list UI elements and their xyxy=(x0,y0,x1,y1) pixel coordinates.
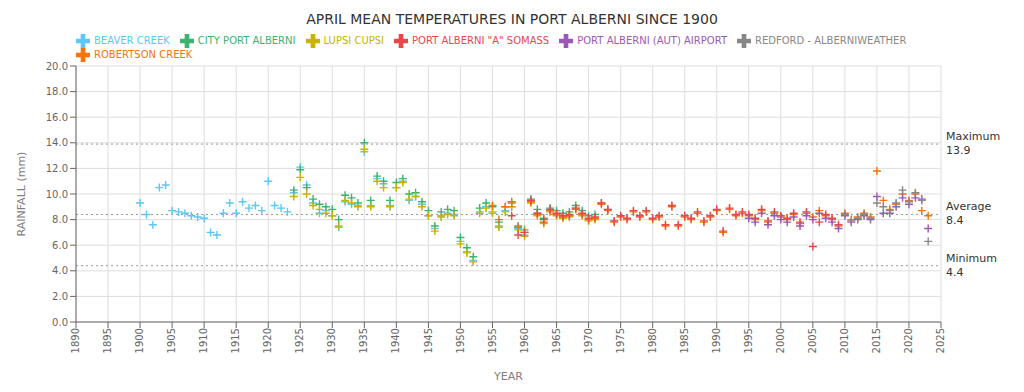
svg-text:2005: 2005 xyxy=(807,328,818,353)
svg-text:1985: 1985 xyxy=(679,328,690,353)
svg-text:10.0: 10.0 xyxy=(46,189,68,200)
svg-text:1940: 1940 xyxy=(390,328,401,353)
svg-text:1890: 1890 xyxy=(70,328,81,353)
svg-text:1960: 1960 xyxy=(519,328,530,353)
svg-text:2025: 2025 xyxy=(935,328,946,353)
svg-text:1900: 1900 xyxy=(134,328,145,353)
svg-text:4.4: 4.4 xyxy=(946,266,964,279)
svg-text:1930: 1930 xyxy=(326,328,337,353)
svg-text:1925: 1925 xyxy=(294,328,305,353)
svg-text:RAINFALL (mm): RAINFALL (mm) xyxy=(15,152,28,237)
html-text:CITY PORT ALBERNI: CITY PORT ALBERNI xyxy=(197,35,296,46)
svg-text:2.0: 2.0 xyxy=(52,291,68,302)
svg-text:8.4: 8.4 xyxy=(946,214,964,227)
html-text:ROBERTSON CREEK: ROBERTSON CREEK xyxy=(94,49,193,60)
svg-text:1945: 1945 xyxy=(423,328,434,353)
svg-text:6.0: 6.0 xyxy=(52,240,68,251)
svg-text:1895: 1895 xyxy=(102,328,113,353)
svg-text:8.0: 8.0 xyxy=(52,214,68,225)
svg-text:2020: 2020 xyxy=(903,328,914,353)
svg-text:12.0: 12.0 xyxy=(46,163,68,174)
svg-text:14.0: 14.0 xyxy=(46,137,68,148)
svg-text:2000: 2000 xyxy=(775,328,786,353)
html-text:REDFORD - ALBERNIWEATHER: REDFORD - ALBERNIWEATHER xyxy=(755,35,907,46)
svg-text:YEAR: YEAR xyxy=(493,370,523,383)
svg-text:1935: 1935 xyxy=(358,328,369,353)
svg-text:2015: 2015 xyxy=(871,328,882,353)
svg-text:16.0: 16.0 xyxy=(46,112,68,123)
svg-text:Minimum: Minimum xyxy=(946,252,997,265)
svg-text:13.9: 13.9 xyxy=(946,144,971,157)
svg-text:1920: 1920 xyxy=(262,328,273,353)
svg-text:Maximum: Maximum xyxy=(946,130,1000,143)
svg-text:20.0: 20.0 xyxy=(46,61,68,72)
svg-text:Average: Average xyxy=(946,200,991,213)
svg-text:1970: 1970 xyxy=(583,328,594,353)
html-text:PORT ALBERNI "A" SOMASS: PORT ALBERNI "A" SOMASS xyxy=(412,35,550,46)
svg-text:1955: 1955 xyxy=(487,328,498,353)
svg-text:1995: 1995 xyxy=(743,328,754,353)
svg-text:1990: 1990 xyxy=(711,328,722,353)
svg-text:0.0: 0.0 xyxy=(52,317,68,328)
html-text:LUPSI CUPSI: LUPSI CUPSI xyxy=(323,35,384,46)
svg-text:1980: 1980 xyxy=(647,328,658,353)
html-text:PORT ALBERNI (AUT) AIRPORT: PORT ALBERNI (AUT) AIRPORT xyxy=(577,35,727,46)
svg-text:1965: 1965 xyxy=(551,328,562,353)
svg-text:1910: 1910 xyxy=(198,328,209,353)
svg-text:2010: 2010 xyxy=(839,328,850,353)
svg-text:4.0: 4.0 xyxy=(52,265,68,276)
html-text:APRIL MEAN TEMPERATURES IN POR: APRIL MEAN TEMPERATURES IN PORT ALBERNI … xyxy=(306,11,718,27)
svg-text:1915: 1915 xyxy=(230,328,241,353)
svg-text:1975: 1975 xyxy=(615,328,626,353)
svg-text:1950: 1950 xyxy=(455,328,466,353)
svg-text:18.0: 18.0 xyxy=(46,86,68,97)
html-text:BEAVER CREEK: BEAVER CREEK xyxy=(94,35,170,46)
svg-text:1905: 1905 xyxy=(166,328,177,353)
